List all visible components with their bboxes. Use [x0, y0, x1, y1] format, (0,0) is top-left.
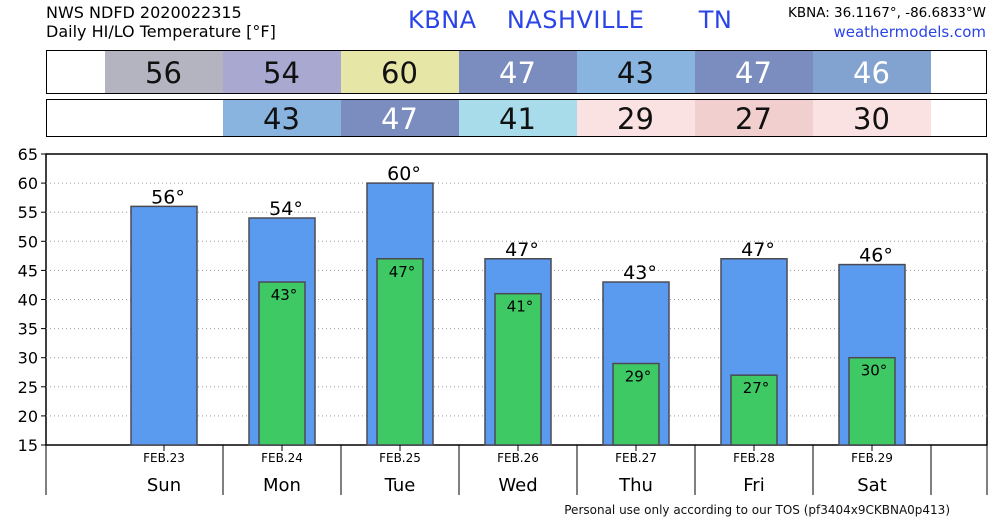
hi-cell-1: 54 [222, 51, 341, 93]
y-tick-label: 35 [18, 320, 38, 339]
lo-temperature-strip: 43 47 41 29 27 30 [46, 99, 987, 137]
hi-bar-label: 47° [741, 239, 775, 261]
x-day-label: Fri [743, 475, 764, 496]
y-tick-label: 60 [18, 174, 38, 193]
lo-bar-label: 27° [743, 379, 770, 397]
y-tick-label: 30 [18, 349, 38, 368]
lo-bar-fri [730, 374, 778, 446]
lo-bar-sat [848, 356, 896, 446]
station-code: KBNA [408, 6, 477, 34]
coordinates: KBNA: 36.1167°, -86.6833°W [787, 5, 986, 21]
hi-temperature-strip: 56 54 60 47 43 47 46 [46, 50, 987, 94]
lo-bar-label: 43° [271, 286, 298, 304]
y-tick-label: 15 [18, 436, 38, 455]
hi-cell-2: 60 [340, 51, 459, 93]
chart-header-right: KBNA: 36.1167°, -86.6833°W weathermodels… [788, 4, 986, 42]
station-title: KBNA NASHVILLE TN [408, 6, 732, 34]
y-tick-label: 25 [18, 378, 38, 397]
y-tick-label: 50 [18, 232, 38, 251]
x-date-label: FEB.26 [497, 451, 539, 465]
x-day-label: Thu [618, 475, 653, 496]
hi-bar-label: 46° [859, 245, 893, 267]
hi-bar-sun [130, 205, 198, 446]
hi-bar-label: 54° [269, 198, 303, 220]
lo-bar-label: 30° [861, 362, 888, 380]
x-date-label: FEB.27 [615, 451, 657, 465]
y-tick-label: 65 [18, 145, 38, 164]
y-tick-label: 45 [18, 261, 38, 280]
x-date-label: FEB.23 [143, 451, 185, 465]
chart-header-left: NWS NDFD 2020022315 Daily HI/LO Temperat… [46, 3, 276, 41]
x-day-label: Tue [384, 475, 416, 496]
lo-bar-mon [258, 281, 306, 446]
lo-bar-label: 29° [625, 368, 652, 386]
lo-cell-3: 41 [458, 100, 577, 136]
y-tick-label: 20 [18, 407, 38, 426]
hi-cell-3: 47 [458, 51, 577, 93]
lo-bar-tue [376, 258, 424, 446]
x-day-label: Mon [263, 475, 301, 496]
model-run-label: NWS NDFD 2020022315 [46, 3, 242, 22]
hi-cell-5: 47 [694, 51, 813, 93]
x-date-label: FEB.29 [851, 451, 893, 465]
x-day-label: Sat [857, 475, 887, 496]
lo-cell-5: 27 [694, 100, 813, 136]
city-name: NASHVILLE [506, 6, 645, 34]
state-code: TN [698, 6, 733, 34]
lo-cell-4: 29 [576, 100, 695, 136]
x-date-label: FEB.28 [733, 451, 775, 465]
lo-cell-1: 43 [222, 100, 341, 136]
hi-cell-0: 56 [104, 51, 223, 93]
footer-note: Personal use only according to our TOS (… [564, 503, 950, 517]
y-tick-label: 55 [18, 203, 38, 222]
product-label: Daily HI/LO Temperature [°F] [46, 22, 276, 41]
hi-bar-label: 47° [505, 239, 539, 261]
lo-bar-wed [494, 292, 542, 446]
hi-bar-label: 60° [387, 163, 421, 185]
x-day-label: Wed [498, 475, 537, 496]
hi-cell-4: 43 [576, 51, 695, 93]
x-date-label: FEB.24 [261, 451, 303, 465]
lo-cell-2: 47 [340, 100, 459, 136]
y-tick-label: 40 [18, 291, 38, 310]
lo-bar-label: 47° [389, 263, 416, 281]
lo-bar-label: 41° [507, 298, 534, 316]
hi-bar-label: 43° [623, 262, 657, 284]
lo-bar-thu [612, 362, 660, 446]
hi-cell-6: 46 [812, 51, 931, 93]
x-day-label: Sun [147, 475, 181, 496]
x-date-label: FEB.25 [379, 451, 421, 465]
site-link[interactable]: weathermodels.com [833, 23, 986, 41]
hi-bar-label: 56° [151, 186, 185, 208]
lo-cell-6: 30 [812, 100, 931, 136]
